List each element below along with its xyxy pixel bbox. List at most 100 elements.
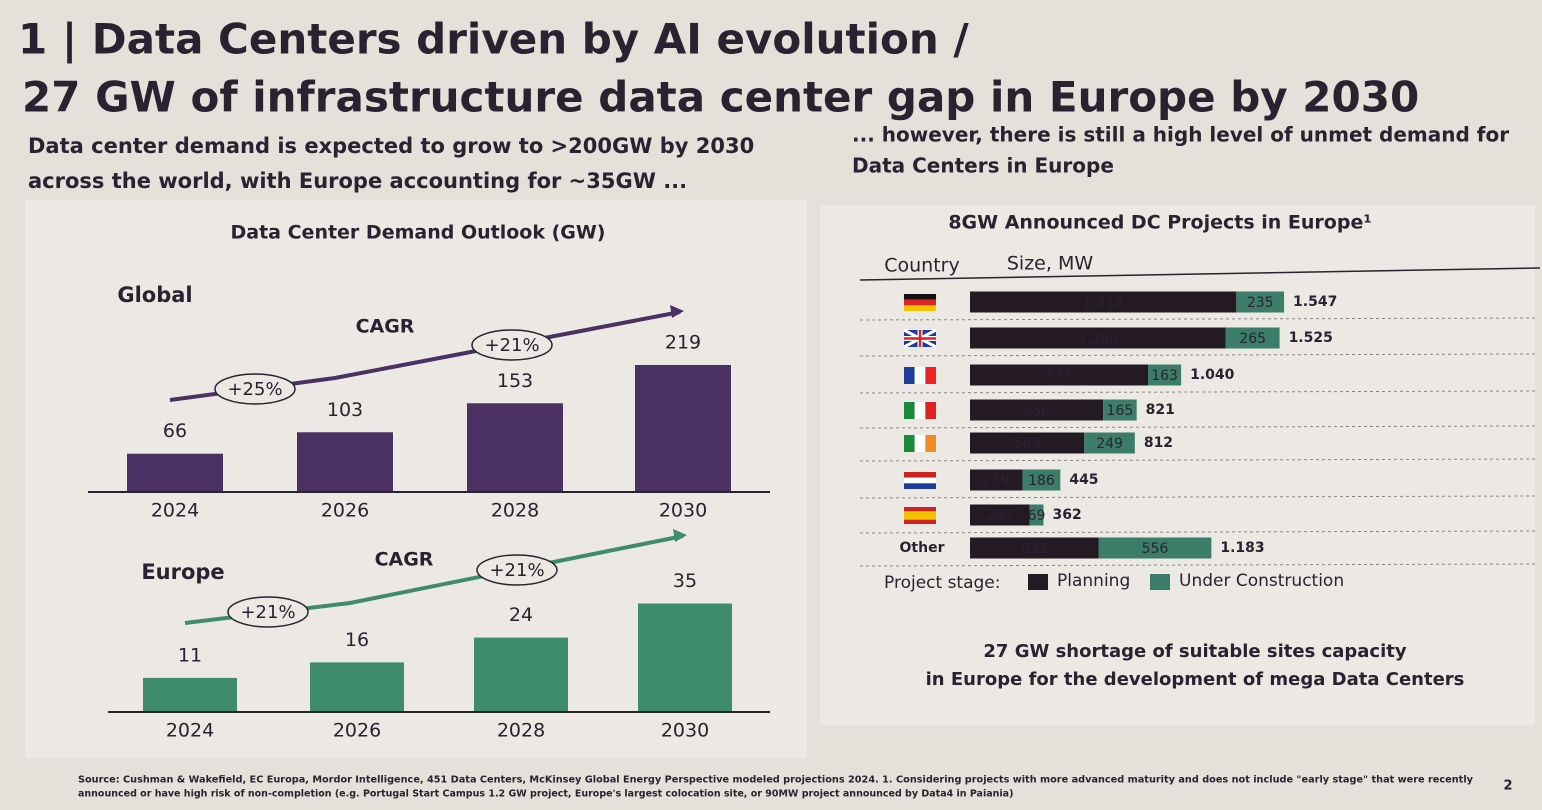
segment-label: 656 [1023,403,1050,419]
value-label: 219 [665,331,701,353]
bar [127,453,223,492]
cagr-title: CAGR [356,316,415,338]
x-tick-label: 2028 [491,500,539,522]
panel-title: Data Center Demand Outlook (GW) [231,222,606,244]
row-separator [859,458,1536,462]
chart-label: Europe [141,560,224,584]
cagr-pill [214,373,296,405]
legend-label: Planning [1057,571,1130,591]
value-label: 16 [345,629,369,651]
bar-segment [970,327,1226,349]
bar-segment [1084,432,1135,454]
subtitle: across the world, with Europe accounting… [28,169,687,193]
cagr-label: +21% [484,335,539,356]
legend-label: Under Construction [1179,571,1344,591]
segment-label: 235 [1247,295,1274,311]
legend-title: Project stage: [884,573,1001,593]
bar-segment [970,432,1085,454]
bar-segment [1103,399,1137,421]
cagr-label: +21% [240,602,295,623]
subtitle: Data center demand is expected to grow t… [28,134,754,158]
flag-stripe [904,435,915,452]
chart-title: 8GW Announced DC Projects in Europe¹ [948,212,1371,234]
bar-segment [1148,364,1182,386]
flag-stripe [904,305,936,311]
segment-label: 877 [1046,368,1073,384]
segment-label: 69 [1028,508,1046,524]
title: 27 GW of infrastructure data center gap … [22,73,1419,122]
cagr-pill [227,596,309,628]
flag-stripe [904,472,936,478]
segment-label: 186 [1028,473,1055,489]
flag-stripe [904,299,936,306]
cagr-title: CAGR [375,549,434,571]
segment-label: 556 [1142,541,1169,557]
note: in Europe for the development of mega Da… [926,669,1465,690]
legend-swatch [1150,574,1170,590]
bar [143,677,237,712]
footnote: announced or have high risk of non-compl… [78,789,1013,800]
total-label: 812 [1144,435,1173,451]
bar-segment [970,291,1237,313]
flag-stripe [914,402,926,419]
bar-segment [970,364,1149,386]
segment-label: 1.260 [1078,331,1118,347]
cagr-pill [471,329,553,361]
x-tick-label: 2030 [659,500,707,522]
flag-stripe [904,367,915,384]
value-label: 11 [178,644,202,666]
total-label: 362 [1052,507,1081,523]
flag-stripe [904,477,936,484]
x-tick-label: 2024 [166,720,214,742]
cagr-label: +25% [227,379,282,400]
arrow-head [670,305,684,318]
bar [310,662,404,712]
bar-segment [1022,469,1061,491]
segment-label: 1.312 [1083,295,1123,311]
x-tick-label: 2026 [321,500,369,522]
segment-label: 265 [1239,331,1266,347]
segment-label: 563 [1014,436,1041,452]
row-separator [859,353,1536,357]
bar [638,603,732,712]
segment-label: 249 [1096,436,1123,452]
bar-segment [1225,327,1280,349]
flag-stripe [904,483,936,489]
x-tick-label: 2030 [661,720,709,742]
bar [297,432,393,492]
x-tick-label: 2026 [333,720,381,742]
total-label: 1.547 [1293,294,1337,310]
value-label: 103 [327,399,363,421]
segment-label: 259 [983,473,1010,489]
row-separator [859,495,1536,499]
x-tick-label: 2024 [151,500,199,522]
row-separator [859,425,1536,429]
total-label: 1.525 [1289,330,1333,346]
segment-label: 163 [1151,368,1178,384]
arrow-head [673,529,687,542]
total-label: 821 [1146,402,1175,418]
flag-stripe [904,511,936,520]
row-separator [859,317,1536,321]
flag-stripe [904,402,915,419]
column-header: Size, MW [1007,253,1093,275]
bar-segment [1098,537,1212,559]
value-label: 153 [497,370,533,392]
bar [474,637,568,712]
flag-stripe [914,435,926,452]
bar [635,364,731,492]
bar-segment [970,469,1023,491]
value-label: 24 [509,604,533,626]
bar-segment [970,537,1099,559]
flag-stripe [925,402,936,419]
row-separator [859,530,1536,534]
flag-cross [904,330,936,347]
bar [467,403,563,492]
footnote: Source: Cushman & Wakefield, EC Europa, … [78,775,1474,786]
value-label: 66 [163,420,187,442]
x-tick-label: 2028 [497,720,545,742]
flag-stripe [914,367,926,384]
note: 27 GW shortage of suitable sites capacit… [983,641,1407,662]
legend-swatch [1028,574,1048,590]
